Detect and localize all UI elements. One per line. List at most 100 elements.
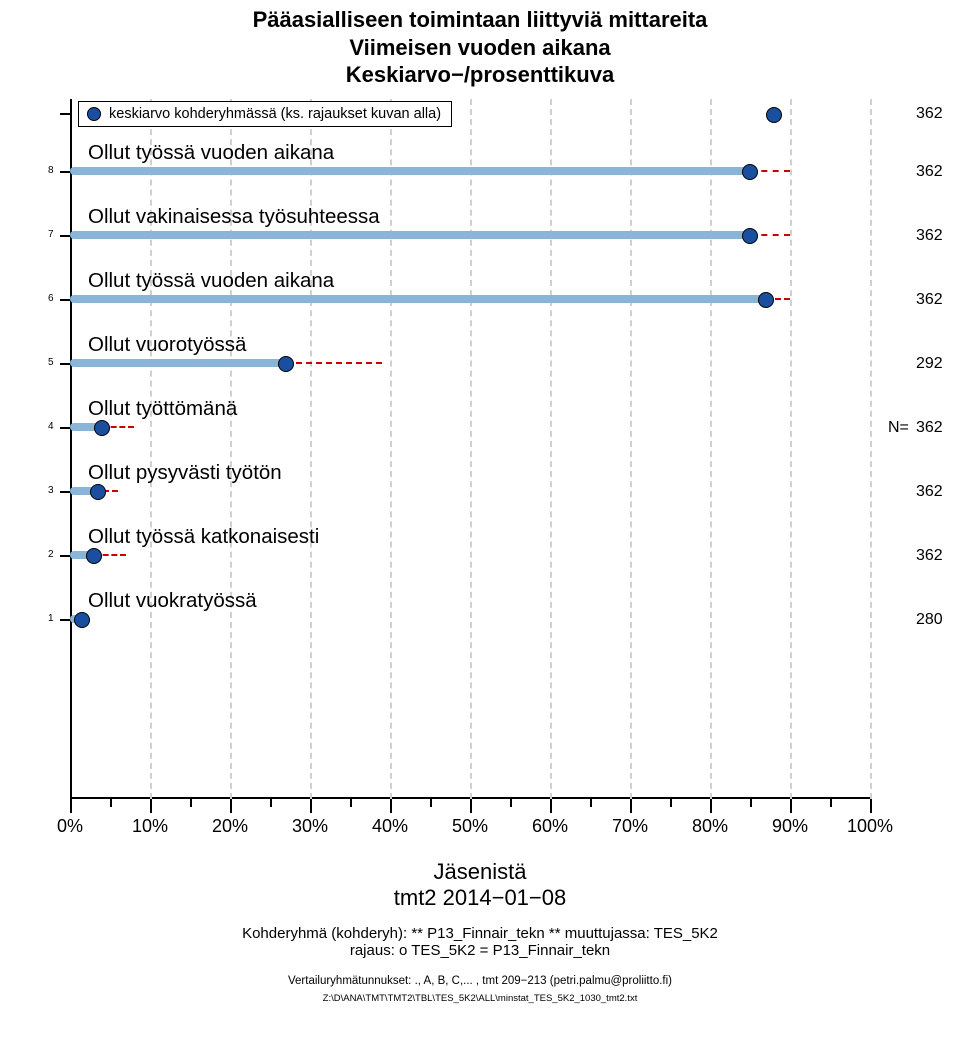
row-y-index: 3 (48, 485, 54, 496)
x-minor-tick (270, 799, 272, 807)
row-label: Ollut työssä vuoden aikana (88, 269, 334, 293)
x-tick-label: 80% (692, 816, 728, 837)
chart-footer: Jäsenistä tmt2 2014−01−08 Kohderyhmä (ko… (0, 859, 960, 1004)
row-bar (70, 231, 750, 239)
x-minor-tick (750, 799, 752, 807)
grid-line (710, 99, 712, 799)
row-y-tick (60, 235, 70, 237)
row-bar (70, 295, 766, 303)
title-line-1: Pääasialliseen toimintaan liittyviä mitt… (0, 6, 960, 34)
x-tick-label: 90% (772, 816, 808, 837)
x-minor-tick (590, 799, 592, 807)
x-tick-label: 0% (57, 816, 83, 837)
x-tick-label: 70% (612, 816, 648, 837)
row-dash (286, 362, 382, 364)
grid-line (550, 99, 552, 799)
plot-area: 0%10%20%30%40%50%60%70%80%90%100%keskiar… (70, 99, 870, 799)
legend-row: keskiarvo kohderyhmässä (ks. rajaukset k… (70, 99, 870, 129)
x-minor-tick (350, 799, 352, 807)
x-tick (150, 799, 152, 813)
row-y-index: 8 (48, 165, 54, 176)
x-tick (470, 799, 472, 813)
row-n-value: 362 (916, 419, 943, 437)
title-line-2: Viimeisen vuoden aikana (0, 34, 960, 62)
x-minor-tick (190, 799, 192, 807)
row-n-value: 362 (916, 291, 943, 309)
grid-line (150, 99, 152, 799)
x-tick (310, 799, 312, 813)
chart-row: 3Ollut pysyvästi työtön362 (70, 463, 870, 503)
row-n-prefix: N= (888, 419, 909, 437)
footer-line-5: Vertailuryhmätunnukset: ., A, B, C,... ,… (0, 975, 960, 987)
row-y-index: 5 (48, 357, 54, 368)
row-label: Ollut vuokratyössä (88, 589, 257, 613)
legend-box: keskiarvo kohderyhmässä (ks. rajaukset k… (78, 101, 452, 127)
x-tick-label: 40% (372, 816, 408, 837)
grid-line (470, 99, 472, 799)
legend-text: keskiarvo kohderyhmässä (ks. rajaukset k… (109, 106, 441, 122)
x-minor-tick (430, 799, 432, 807)
y-axis (70, 99, 72, 799)
footer-line-3: Kohderyhmä (kohderyh): ** P13_Finnair_te… (0, 925, 960, 942)
footer-line-1: Jäsenistä (0, 859, 960, 885)
x-minor-tick (670, 799, 672, 807)
x-tick-label: 30% (292, 816, 328, 837)
chart-row: 8Ollut työssä vuoden aikana362 (70, 143, 870, 183)
x-tick-label: 50% (452, 816, 488, 837)
chart-title: Pääasialliseen toimintaan liittyviä mitt… (0, 0, 960, 89)
row-marker (758, 292, 774, 308)
chart-row: 1Ollut vuokratyössä280 (70, 591, 870, 631)
x-tick-label: 60% (532, 816, 568, 837)
x-minor-tick (830, 799, 832, 807)
row-y-tick (60, 619, 70, 621)
row-y-index: 4 (48, 421, 54, 432)
row-y-index: 1 (48, 613, 54, 624)
row-marker (278, 356, 294, 372)
chart-row: 7Ollut vakinaisessa työsuhteessa362 (70, 207, 870, 247)
row-y-tick (60, 363, 70, 365)
legend-n-value: 362 (916, 105, 943, 123)
footer-line-2: tmt2 2014−01−08 (0, 885, 960, 911)
x-minor-tick (110, 799, 112, 807)
row-n-value: 362 (916, 547, 943, 565)
row-label: Ollut työttömänä (88, 397, 237, 421)
row-n-value: 362 (916, 227, 943, 245)
row-n-value: 362 (916, 163, 943, 181)
x-tick-label: 10% (132, 816, 168, 837)
row-marker (94, 420, 110, 436)
grid-line (310, 99, 312, 799)
row-y-index: 6 (48, 293, 54, 304)
chart-area: 0%10%20%30%40%50%60%70%80%90%100%keskiar… (70, 99, 870, 799)
footer-line-6: Z:\D\ANA\TMT\TMT2\TBL\TES_5K2\ALL\minsta… (0, 993, 960, 1004)
row-n-value: 280 (916, 611, 943, 629)
row-label: Ollut työssä vuoden aikana (88, 141, 334, 165)
grid-line (790, 99, 792, 799)
grid-line (630, 99, 632, 799)
row-marker (742, 228, 758, 244)
grid-line (870, 99, 872, 799)
chart-row: 6Ollut työssä vuoden aikana362 (70, 271, 870, 311)
x-tick (390, 799, 392, 813)
grid-line (390, 99, 392, 799)
row-marker (86, 548, 102, 564)
x-tick (230, 799, 232, 813)
row-y-index: 7 (48, 229, 54, 240)
row-y-tick (60, 427, 70, 429)
title-line-3: Keskiarvo−/prosenttikuva (0, 61, 960, 89)
row-label: Ollut vuorotyössä (88, 333, 246, 357)
x-tick-label: 100% (847, 816, 893, 837)
x-minor-tick (510, 799, 512, 807)
row-y-index: 2 (48, 549, 54, 560)
row-marker (742, 164, 758, 180)
row-n-value: 362 (916, 483, 943, 501)
x-tick (710, 799, 712, 813)
chart-row: 5Ollut vuorotyössä292 (70, 335, 870, 375)
chart-row: 4Ollut työttömänäN=362 (70, 399, 870, 439)
row-y-tick (60, 171, 70, 173)
row-y-tick (60, 299, 70, 301)
row-n-value: 292 (916, 355, 943, 373)
row-marker (74, 612, 90, 628)
grid-line (230, 99, 232, 799)
x-tick (870, 799, 872, 813)
row-y-tick (60, 555, 70, 557)
